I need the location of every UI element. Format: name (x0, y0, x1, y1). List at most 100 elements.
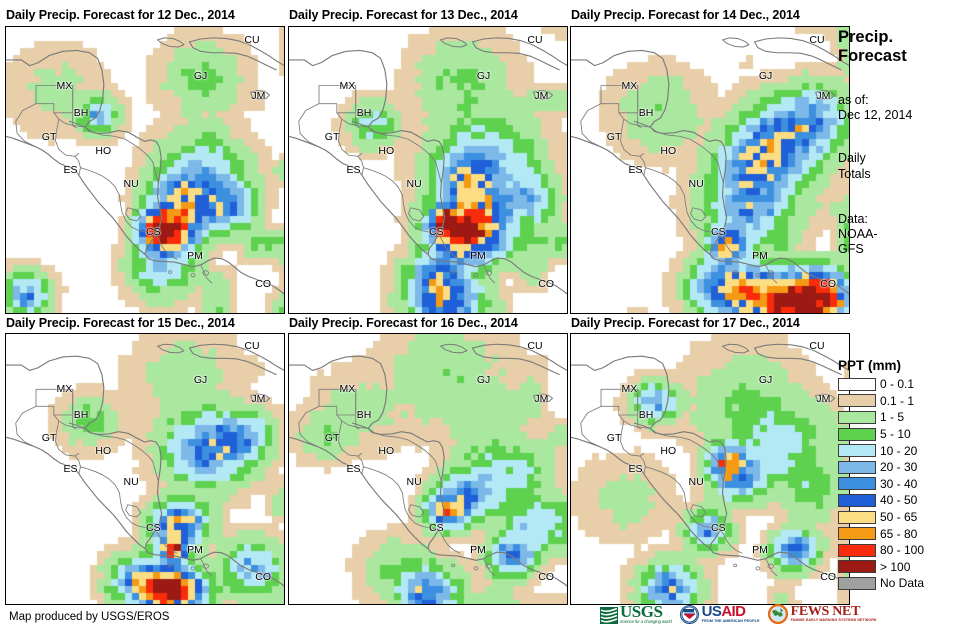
country-border-7 (364, 467, 398, 485)
legend-swatch (838, 493, 876, 507)
totals-line2: Totals (838, 166, 871, 181)
legend-item: 20 - 30 (838, 459, 970, 476)
legend-label: No Data (880, 576, 925, 591)
coastline-honduras (69, 121, 85, 127)
legend-rows: 0 - 0.1 0.1 - 1 1 - 5 5 - 10 10 - 20 20 - 30 3… (838, 376, 970, 592)
panel-title-4: Daily Precip. Forecast for 15 Dec., 2014 (6, 316, 235, 330)
country-border-11 (718, 461, 724, 481)
usaid-wordmark: USAID (702, 604, 760, 619)
island-0 (768, 564, 774, 568)
country-border-3 (337, 415, 368, 429)
precip-raster (6, 27, 284, 313)
country-border-0 (601, 86, 638, 113)
legend-item: 80 - 100 (838, 542, 970, 559)
country-border-5 (358, 456, 364, 474)
country-border-9 (437, 529, 460, 553)
coastline-overlay (289, 27, 567, 313)
island-1 (191, 567, 195, 570)
coastline-pacific (571, 436, 710, 549)
coastline-cuba-west (441, 38, 467, 47)
country-border-5 (640, 156, 646, 175)
country-border-9 (154, 233, 177, 259)
coastline-pacific (289, 436, 428, 549)
sidebar-aggregation: Daily Totals (838, 151, 970, 182)
coastline-mainland (289, 50, 567, 298)
country-border-2 (16, 104, 36, 147)
map-panel-14-dec[interactable]: CU GJ JM MX BH GT HO ES NU CS PM CO (570, 26, 850, 314)
map-panel-12-dec[interactable]: CU GJ JM MX BH GT HO ES NU CS PM CO (5, 26, 285, 314)
usgs-logo: USGS science for a changing world (600, 603, 672, 624)
country-border-1 (356, 389, 359, 429)
country-border-8 (398, 187, 437, 234)
coastline-jamaica (816, 394, 835, 402)
coastline-pacific (6, 436, 145, 549)
coastline-overlay (571, 27, 849, 313)
coastline-pacific (571, 135, 710, 254)
usaid-seal-icon (679, 604, 699, 624)
sidebar-data-source: Data: NOAA- GFS (838, 212, 970, 258)
island-0 (203, 271, 209, 276)
legend-item: > 100 (838, 559, 970, 576)
country-border-7 (81, 168, 115, 187)
coastline-overlay (289, 334, 567, 604)
island-0 (486, 271, 492, 276)
country-border-6 (650, 127, 718, 162)
island-1 (756, 274, 760, 277)
panel-title-3: Daily Precip. Forecast for 14 Dec., 2014 (571, 8, 800, 22)
coastline-cuba-west (441, 344, 467, 353)
legend-item: 50 - 65 (838, 509, 970, 526)
coastline-jamaica (534, 394, 553, 402)
legend-swatch (838, 394, 876, 408)
country-border-0 (36, 86, 73, 113)
country-border-10 (484, 265, 495, 283)
lake-0 (409, 208, 424, 221)
country-border-3 (337, 113, 368, 127)
coastline-mainland (6, 356, 284, 590)
map-panel-17-dec[interactable]: CU GJ JM MX BH GT HO ES NU CS PM CO (570, 333, 850, 605)
legend-item: 10 - 20 (838, 442, 970, 459)
legend-swatch (838, 410, 876, 424)
country-border-4 (55, 421, 78, 456)
legend-label: 10 - 20 (880, 443, 918, 458)
legend-label: 0 - 0.1 (880, 377, 915, 392)
data-label: Data: (838, 211, 868, 226)
country-border-7 (364, 168, 398, 187)
sidebar-title-line1: Precip. (838, 28, 894, 46)
precip-raster (289, 27, 567, 313)
country-border-10 (201, 559, 212, 576)
legend-swatch (838, 543, 876, 557)
legend-item: 30 - 40 (838, 476, 970, 493)
country-border-4 (55, 119, 78, 156)
map-panel-13-dec[interactable]: CU GJ JM MX BH GT HO ES NU CS PM CO (288, 26, 568, 314)
country-border-6 (368, 127, 436, 162)
coastline-jamaica (816, 90, 835, 99)
legend-label: > 100 (880, 559, 911, 574)
coastline-jamaica (534, 90, 553, 99)
island-0 (486, 564, 492, 568)
panel-title-1: Daily Precip. Forecast for 12 Dec., 2014 (6, 8, 235, 22)
country-border-9 (719, 233, 742, 259)
logo-row: USGS science for a changing world USAID … (600, 603, 877, 624)
coastline-honduras (69, 423, 85, 428)
island-3 (358, 110, 361, 116)
sidebar-asof: as of: Dec 12, 2014 (838, 93, 970, 124)
country-border-9 (154, 529, 177, 553)
country-border-6 (85, 429, 153, 462)
country-border-10 (201, 265, 212, 283)
panel-title-6: Daily Precip. Forecast for 17 Dec., 2014 (571, 316, 800, 330)
country-border-2 (581, 406, 601, 447)
country-border-7 (81, 467, 115, 485)
legend-label: 20 - 30 (880, 460, 918, 475)
country-border-2 (581, 104, 601, 147)
lake-0 (691, 208, 706, 221)
country-border-1 (73, 389, 76, 429)
lake-0 (691, 505, 706, 517)
legend-label: 30 - 40 (880, 476, 918, 491)
country-border-4 (620, 119, 643, 156)
map-panel-16-dec[interactable]: CU GJ JM MX BH GT HO ES NU CS PM CO (288, 333, 568, 605)
legend-label: 40 - 50 (880, 493, 918, 508)
country-border-2 (299, 406, 319, 447)
map-panel-15-dec[interactable]: CU GJ JM MX BH GT HO ES NU CS PM CO (5, 333, 285, 605)
island-3 (75, 412, 78, 417)
panel-title-2: Daily Precip. Forecast for 13 Dec., 2014 (289, 8, 518, 22)
